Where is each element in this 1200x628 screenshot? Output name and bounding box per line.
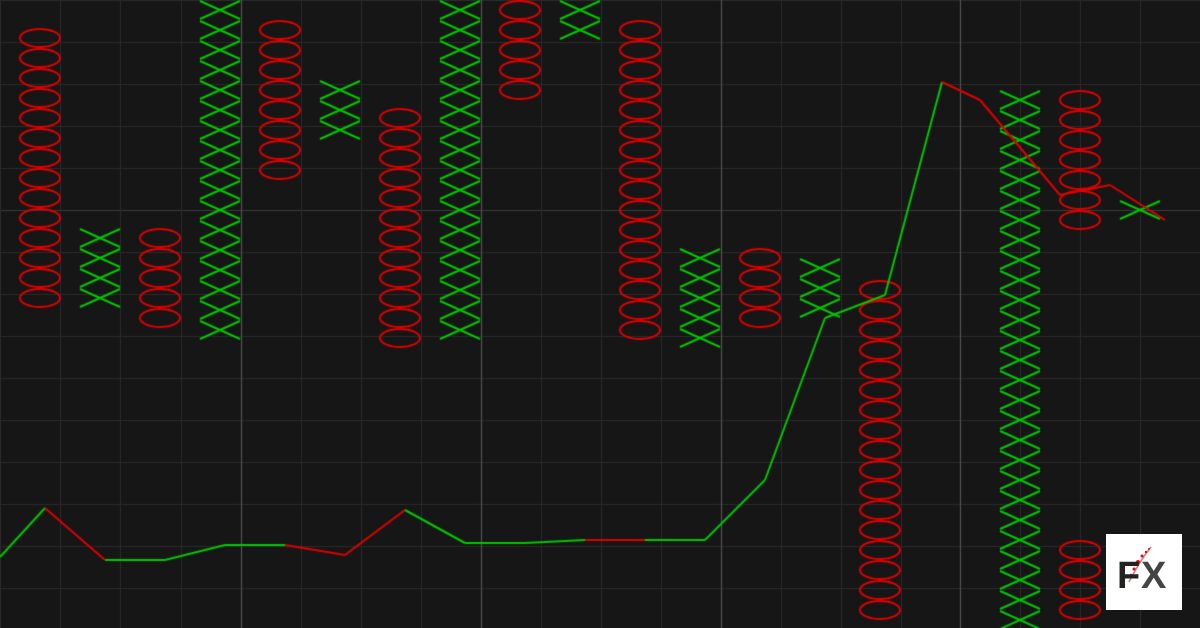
svg-text:F: F bbox=[1117, 555, 1140, 597]
fx-logo: F X bbox=[1106, 534, 1182, 610]
fx-logo-icon: F X bbox=[1109, 542, 1179, 602]
point-and-figure-chart bbox=[0, 0, 1200, 628]
svg-text:X: X bbox=[1141, 555, 1167, 597]
